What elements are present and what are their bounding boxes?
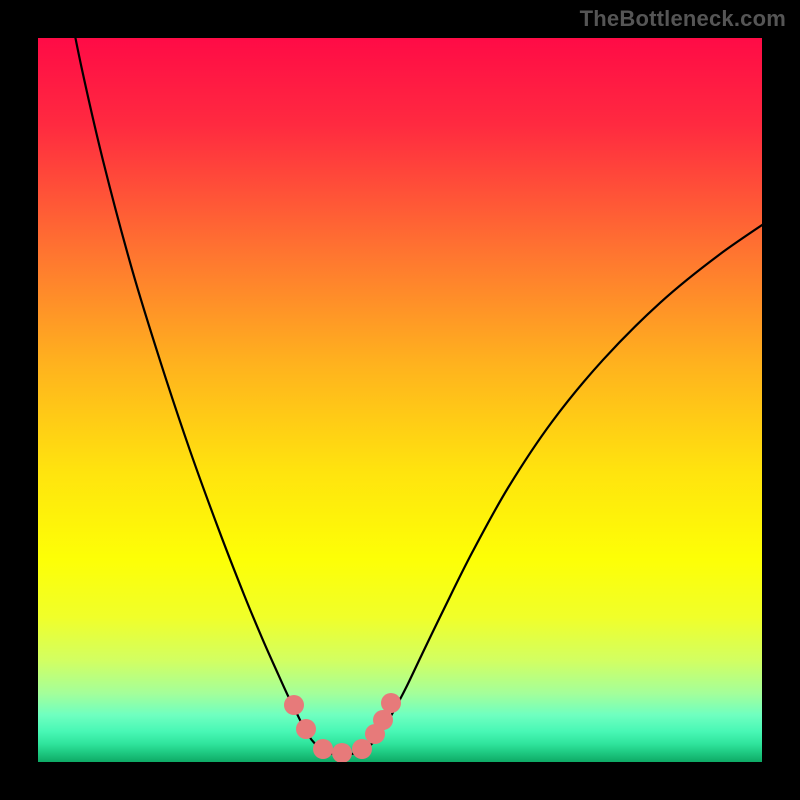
data-marker — [284, 695, 304, 715]
curve-layer — [38, 38, 762, 762]
data-marker — [296, 719, 316, 739]
data-marker — [313, 739, 333, 759]
data-marker — [373, 710, 393, 730]
data-marker — [332, 743, 352, 762]
watermark-text: TheBottleneck.com — [580, 6, 786, 32]
bottleneck-curve — [67, 38, 762, 755]
data-marker — [352, 739, 372, 759]
data-marker — [381, 693, 401, 713]
plot-area — [38, 38, 762, 762]
